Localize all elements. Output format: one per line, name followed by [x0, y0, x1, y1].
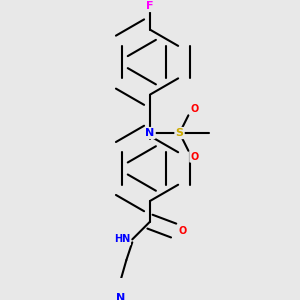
- Text: HN: HN: [114, 234, 130, 244]
- Text: S: S: [176, 128, 184, 138]
- Text: F: F: [146, 1, 154, 11]
- Text: O: O: [178, 226, 187, 236]
- Text: N: N: [116, 293, 125, 300]
- Text: O: O: [190, 152, 198, 162]
- Text: O: O: [190, 104, 198, 114]
- Text: N: N: [146, 128, 154, 138]
